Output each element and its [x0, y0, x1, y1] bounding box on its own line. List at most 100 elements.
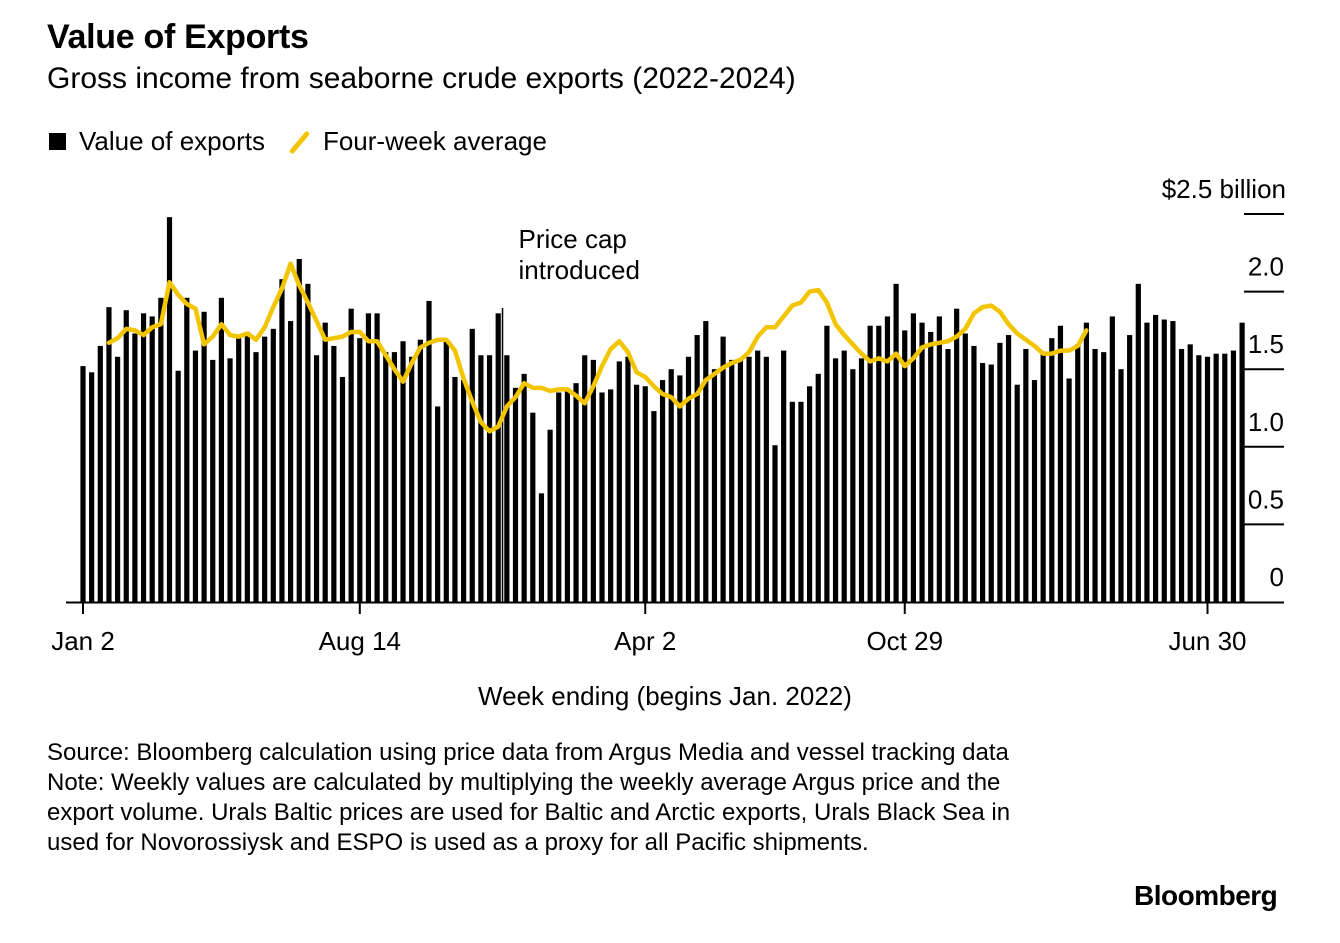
bar [322, 322, 328, 602]
bar [227, 358, 233, 602]
bar [608, 389, 614, 602]
bar [296, 259, 302, 602]
bar [305, 283, 311, 602]
bar [417, 339, 423, 602]
bar [573, 383, 579, 602]
bar [815, 373, 821, 602]
bar [798, 401, 804, 602]
legend: Value of exports Four-week average [49, 126, 571, 157]
bar [253, 352, 259, 602]
bar [616, 361, 622, 602]
y-tick-label: 0.5 [1248, 484, 1284, 514]
bar [409, 356, 415, 602]
bar [919, 322, 925, 602]
bar [988, 364, 994, 602]
bar [365, 313, 372, 602]
bar [175, 370, 181, 602]
bar [867, 325, 873, 602]
bar [383, 352, 389, 602]
bar [89, 372, 95, 602]
bar [547, 429, 553, 602]
legend-item-line: Four-week average [289, 126, 547, 157]
bar [218, 297, 224, 602]
bloomberg-logo: Bloomberg [1134, 880, 1278, 911]
bar [711, 369, 718, 602]
bar [832, 358, 839, 602]
bar [659, 380, 666, 602]
bar [348, 308, 354, 602]
bar [331, 345, 337, 602]
legend-swatch-bar [49, 133, 66, 150]
bar [997, 342, 1003, 602]
bar [1040, 352, 1046, 602]
bar [279, 279, 285, 602]
bar [1127, 335, 1133, 602]
bar [443, 339, 449, 602]
bar [158, 297, 164, 602]
bar [1161, 319, 1167, 602]
bar [132, 333, 138, 602]
bar [1075, 344, 1081, 602]
bar [262, 336, 268, 602]
bar [1239, 322, 1245, 602]
bar [1135, 283, 1141, 602]
bar [236, 338, 242, 602]
y-unit-label: $2.5 billion [1162, 174, 1286, 204]
legend-item-bars: Value of exports [49, 126, 265, 157]
bar [720, 336, 726, 602]
bar [1118, 369, 1124, 602]
bar [781, 350, 787, 602]
bar [772, 445, 778, 602]
bar [210, 359, 216, 602]
bar [461, 380, 467, 602]
bar [1178, 349, 1185, 602]
bar [954, 308, 960, 602]
bar [1230, 350, 1237, 602]
bar [201, 311, 207, 602]
bar [729, 359, 735, 602]
bar [841, 350, 847, 602]
bar [1222, 353, 1228, 602]
bar [910, 313, 916, 602]
bar [625, 356, 631, 602]
bar [962, 333, 968, 602]
x-tick-label: Jun 30 [1168, 626, 1246, 656]
bar [374, 313, 380, 602]
bar [452, 376, 458, 602]
bar [192, 350, 199, 602]
y-tick-label: 2.0 [1248, 252, 1284, 282]
bar [288, 321, 294, 602]
bar [668, 369, 674, 602]
bar [123, 310, 129, 602]
bar [478, 355, 484, 602]
bar [149, 316, 155, 602]
bar [642, 386, 648, 602]
y-tick-label: 1.0 [1248, 407, 1284, 437]
bar [166, 217, 173, 602]
bar [106, 307, 112, 602]
bar [807, 386, 813, 602]
bar [391, 352, 397, 602]
bar [469, 328, 475, 602]
x-axis-title: Week ending (begins Jan. 2022) [478, 681, 852, 711]
bar [685, 356, 692, 602]
chart-subtitle: Gross income from seaborne crude exports… [47, 62, 796, 95]
bar [824, 325, 830, 602]
source-text: Source: Bloomberg calculation using pric… [47, 739, 1009, 766]
bar [850, 369, 856, 602]
bar [1005, 335, 1012, 602]
bar [1213, 353, 1219, 602]
bar [1031, 380, 1038, 602]
bar [1170, 321, 1176, 602]
bar [746, 356, 752, 602]
annotation-text: Price cap [519, 224, 627, 254]
chart-notes: Source: Bloomberg calculation using pric… [47, 738, 1047, 858]
bar [556, 392, 562, 602]
bar [357, 338, 363, 602]
bar [1092, 349, 1098, 602]
bar [313, 355, 320, 602]
bar [677, 375, 683, 602]
bar [789, 401, 795, 602]
bar [564, 390, 570, 602]
bar [755, 350, 761, 602]
